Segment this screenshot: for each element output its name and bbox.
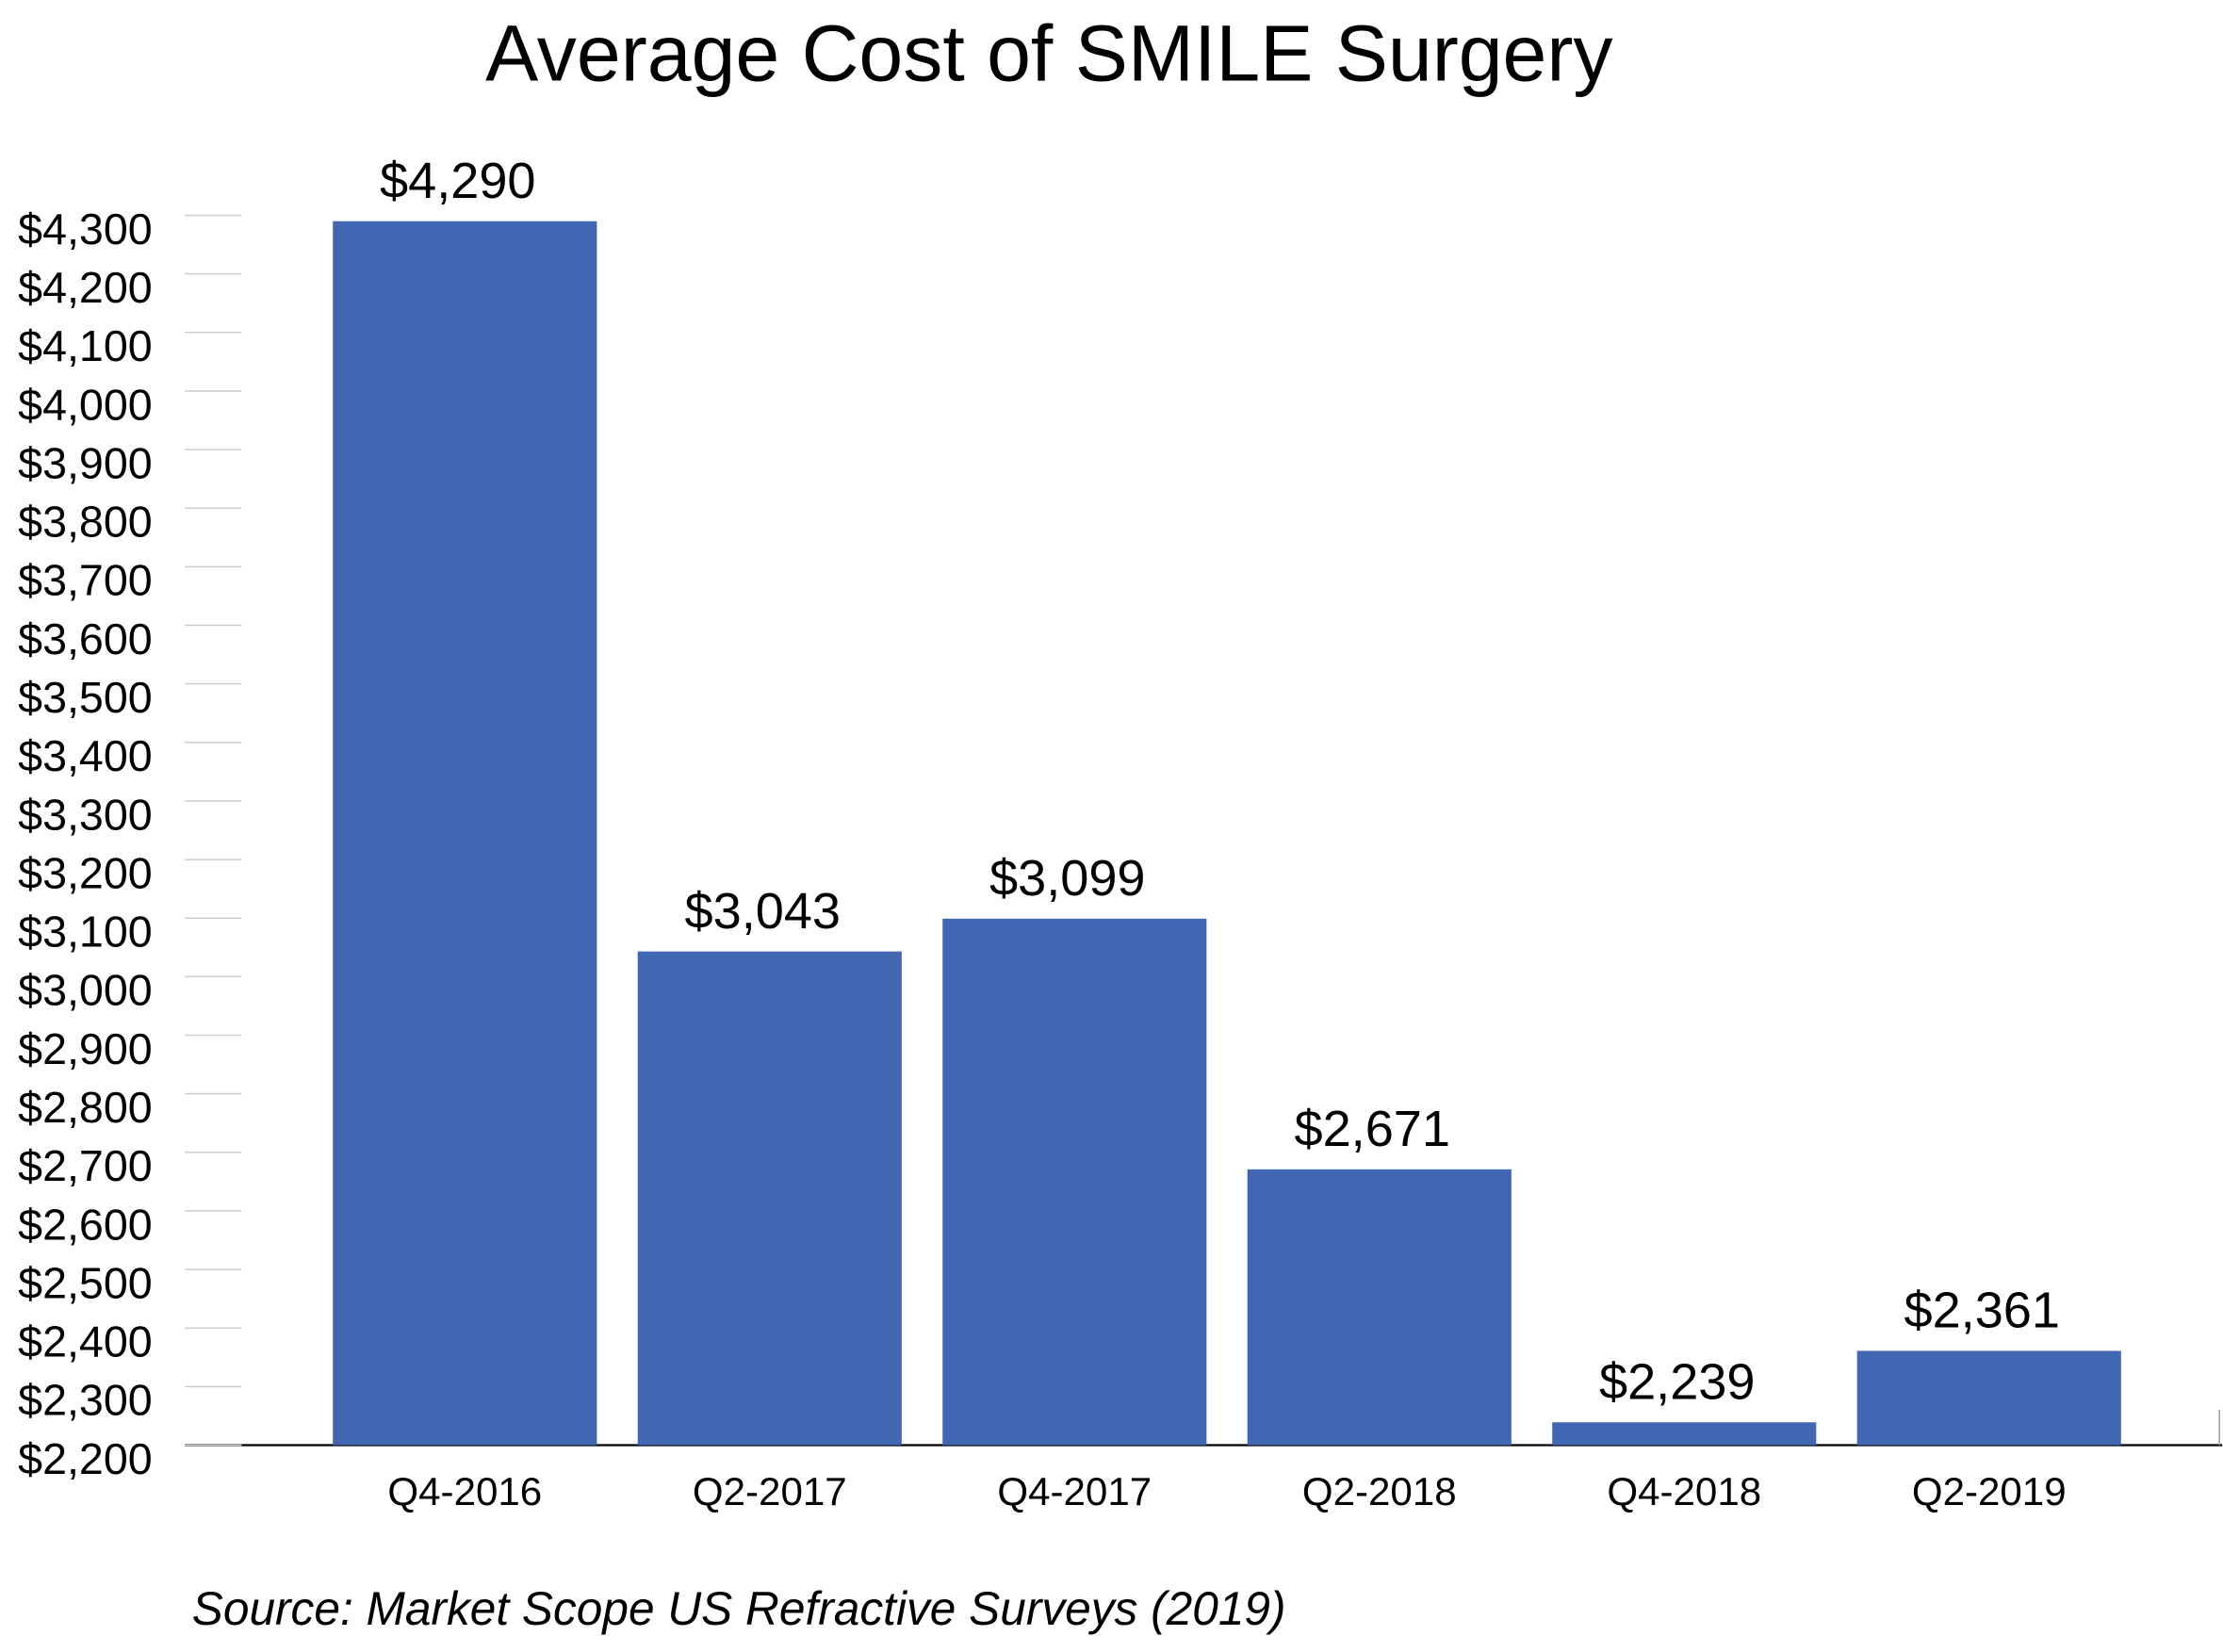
value-label: $2,671 (1295, 1101, 1451, 1157)
y-tick-label: $2,600 (18, 1200, 153, 1249)
x-tick-label: Q2-2019 (1912, 1469, 2067, 1513)
y-tick-label: $3,700 (18, 556, 153, 605)
source-note: Source: Market Scope US Refractive Surve… (192, 1582, 1286, 1635)
y-tick-label: $3,900 (18, 438, 153, 487)
bar (1247, 1169, 1512, 1446)
bar (1856, 1350, 2121, 1446)
value-label: $2,361 (1904, 1283, 2059, 1339)
y-tick-label: $4,000 (18, 380, 153, 429)
bar (637, 951, 902, 1446)
y-tick-label: $4,300 (18, 204, 153, 254)
y-tick-label: $3,400 (18, 731, 153, 780)
y-tick-label: $3,200 (18, 848, 153, 897)
value-label: $2,239 (1599, 1353, 1755, 1410)
y-tick-label: $2,500 (18, 1258, 153, 1307)
y-tick-label: $3,800 (18, 498, 153, 547)
y-tick-label: $3,600 (18, 614, 153, 663)
chart-title: Average Cost of SMILE Surgery (485, 8, 1612, 97)
y-tick-label: $2,800 (18, 1083, 153, 1132)
y-tick-label: $4,200 (18, 263, 153, 312)
x-tick-label: Q2-2017 (693, 1469, 847, 1513)
y-tick-label: $3,300 (18, 790, 153, 839)
y-tick-label: $2,400 (18, 1317, 153, 1366)
y-tick-label: $2,700 (18, 1141, 153, 1190)
x-tick-label: Q4-2018 (1607, 1469, 1761, 1513)
y-tick-label: $2,900 (18, 1024, 153, 1073)
value-label: $3,043 (685, 883, 842, 940)
y-tick-label: $2,200 (18, 1434, 153, 1483)
y-tick-label: $3,000 (18, 966, 153, 1015)
y-tick-label: $3,100 (18, 908, 153, 957)
value-label: $3,099 (989, 850, 1146, 907)
bar (942, 918, 1207, 1446)
x-tick-label: Q2-2018 (1302, 1469, 1457, 1513)
x-tick-label: Q4-2017 (997, 1469, 1152, 1513)
bar (333, 221, 597, 1446)
x-tick-label: Q4-2016 (387, 1469, 542, 1513)
bar (1552, 1422, 1817, 1446)
y-tick-label: $3,500 (18, 673, 153, 722)
y-tick-label: $4,100 (18, 321, 153, 370)
y-tick-label: $2,300 (18, 1376, 153, 1425)
value-label: $4,290 (380, 153, 536, 209)
